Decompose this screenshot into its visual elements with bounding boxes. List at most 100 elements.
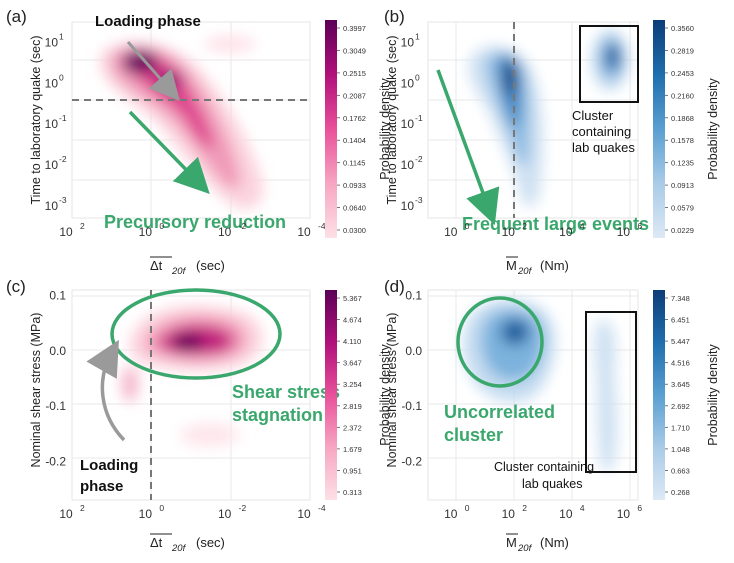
colorbar-tick-label: 0.1404 [343, 136, 366, 145]
panel-c: (c) Loading phase Shear stress [6, 277, 392, 554]
colorbar-label: Probability density [378, 344, 392, 446]
ylabel-d: Nominal shear stress (MPa) [385, 313, 399, 468]
xtick-exponent: 2 [522, 503, 527, 513]
panel-label-b: (b) [384, 7, 405, 26]
cluster-box-b [579, 25, 639, 103]
xtick-label: 10 [297, 507, 311, 521]
colorbar-tick-label: 0.1762 [343, 114, 366, 123]
colorbar-c: 5.367 4.674 4.110 3.647 3.254 2.819 2.372 1.679… [325, 290, 392, 500]
colorbar-tick-label: 0.0229 [671, 226, 694, 235]
ytick-label: 10 [45, 35, 59, 49]
ytick-label: 0.1 [49, 289, 66, 303]
xtick-exponent: 0 [159, 503, 164, 513]
xticks-b: 10 0 10 2 10 4 10 6 [444, 221, 642, 239]
annotation-loading-c-line1: Loading [80, 457, 138, 474]
colorbar-tick-label: 0.2453 [671, 69, 694, 78]
xlabel-d-sub: 20f [517, 543, 533, 554]
colorbar-tick-label: 0.2087 [343, 91, 366, 100]
yticks-d: 0.1 0.0 -0.1 -0.2 [401, 289, 422, 469]
colorbar-gradient [325, 20, 337, 238]
xticks-d: 10 0 10 2 10 4 10 6 [444, 503, 642, 521]
ytick-exponent: -2 [415, 154, 423, 164]
ytick-label: 10 [401, 35, 415, 49]
ytick-label: 10 [45, 117, 59, 131]
ytick-exponent: 0 [415, 72, 420, 82]
annotation-frequent-b: Frequent large events [462, 214, 649, 234]
annotation-box-b: Cluster containing lab quakes [572, 108, 635, 155]
density-a-upper [204, 36, 256, 52]
density-b-core [502, 60, 518, 96]
annotation-loading-a: Loading phase [95, 13, 201, 30]
colorbar-label: Probability density [706, 78, 720, 180]
annotation-box-d-line2: lab quakes [522, 477, 582, 491]
colorbar-tick-label: 0.0579 [671, 204, 694, 213]
panel-d: (d) Uncorrelated cluster Cluster contain… [384, 277, 720, 554]
ytick-label: 0.1 [405, 289, 422, 303]
ytick-label: 0.0 [405, 344, 422, 358]
colorbar-tick-label: 4.516 [671, 359, 690, 368]
xtick-label: 10 [559, 507, 573, 521]
annotation-stagnation-c-line1: Shear stress [232, 382, 340, 402]
ytick-label: -0.1 [45, 399, 66, 413]
xlabel-c-unit: (sec) [196, 535, 225, 550]
xticks-a: 10 2 10 0 10 -2 10 -4 [59, 221, 326, 239]
xlabel-c: Δt 20f (sec) [150, 533, 225, 554]
xlabel-a: Δt 20f (sec) [150, 256, 225, 277]
colorbar-tick-label: 5.447 [671, 337, 690, 346]
ytick-label: 10 [45, 158, 59, 172]
colorbar-tick-label: 3.645 [671, 380, 690, 389]
colorbar-tick-label: 0.3049 [343, 46, 366, 55]
colorbar-tick-label: 5.367 [343, 294, 362, 303]
ytick-label: 10 [401, 158, 415, 172]
xtick-exponent: 6 [637, 221, 642, 231]
xtick-exponent: 6 [637, 503, 642, 513]
xtick-exponent: -4 [318, 503, 326, 513]
ylabel-c: Nominal shear stress (MPa) [29, 313, 43, 468]
xtick-exponent: 2 [522, 221, 527, 231]
xtick-label: 10 [139, 225, 153, 239]
xlabel-c-sub: 20f [171, 543, 187, 554]
colorbar-tick-label: 0.0913 [671, 181, 694, 190]
highlight-ellipse-d [456, 296, 544, 388]
xtick-label: 10 [59, 225, 73, 239]
density-c-lower [122, 366, 138, 402]
ytick-exponent: -1 [59, 113, 67, 123]
colorbar-tick-label: 0.0933 [343, 181, 366, 190]
arrow-large-events-b [436, 69, 500, 226]
colorbar-tick-label: 0.0640 [343, 204, 366, 213]
density-d [463, 299, 618, 473]
xtick-label: 10 [444, 507, 458, 521]
xtick-exponent: -4 [318, 221, 326, 231]
xtick-label: 10 [444, 225, 458, 239]
xtick-exponent: 0 [465, 221, 470, 231]
density-b-cluster-core [608, 46, 618, 66]
colorbar-tick-label: 0.1578 [671, 136, 694, 145]
ytick-label: 0.0 [49, 344, 66, 358]
xtick-exponent: 0 [159, 221, 164, 231]
annotation-uncorrelated-d: Uncorrelated cluster [444, 402, 555, 445]
ytick-label: 10 [401, 76, 415, 90]
xtick-label: 10 [559, 225, 573, 239]
panel-label-a: (a) [6, 7, 27, 26]
colorbar-tick-label: 2.372 [343, 423, 362, 432]
colorbar-tick-label: 3.647 [343, 359, 362, 368]
colorbar-tick-label: 4.674 [343, 316, 362, 325]
cluster-box-d [585, 311, 637, 473]
xlabel-d-unit: (Nm) [540, 535, 569, 550]
density-d-right-cluster [594, 319, 618, 473]
colorbar-tick-label: 0.0300 [343, 226, 366, 235]
colorbar-gradient [653, 20, 665, 238]
ytick-label: 10 [401, 199, 415, 213]
ytick-label: 10 [45, 76, 59, 90]
arrow-loading-a [126, 41, 180, 102]
colorbar-tick-label: 0.1868 [671, 114, 694, 123]
xlabel-d-main: M [506, 535, 517, 550]
xlabel-b-unit: (Nm) [540, 258, 569, 273]
panel-label-d: (d) [384, 277, 405, 296]
annotation-box-b-line1: Cluster [572, 108, 614, 123]
xlabel-b-main: M [506, 258, 517, 273]
colorbar-tick-label: 0.1145 [343, 159, 365, 168]
xtick-exponent: 0 [465, 503, 470, 513]
